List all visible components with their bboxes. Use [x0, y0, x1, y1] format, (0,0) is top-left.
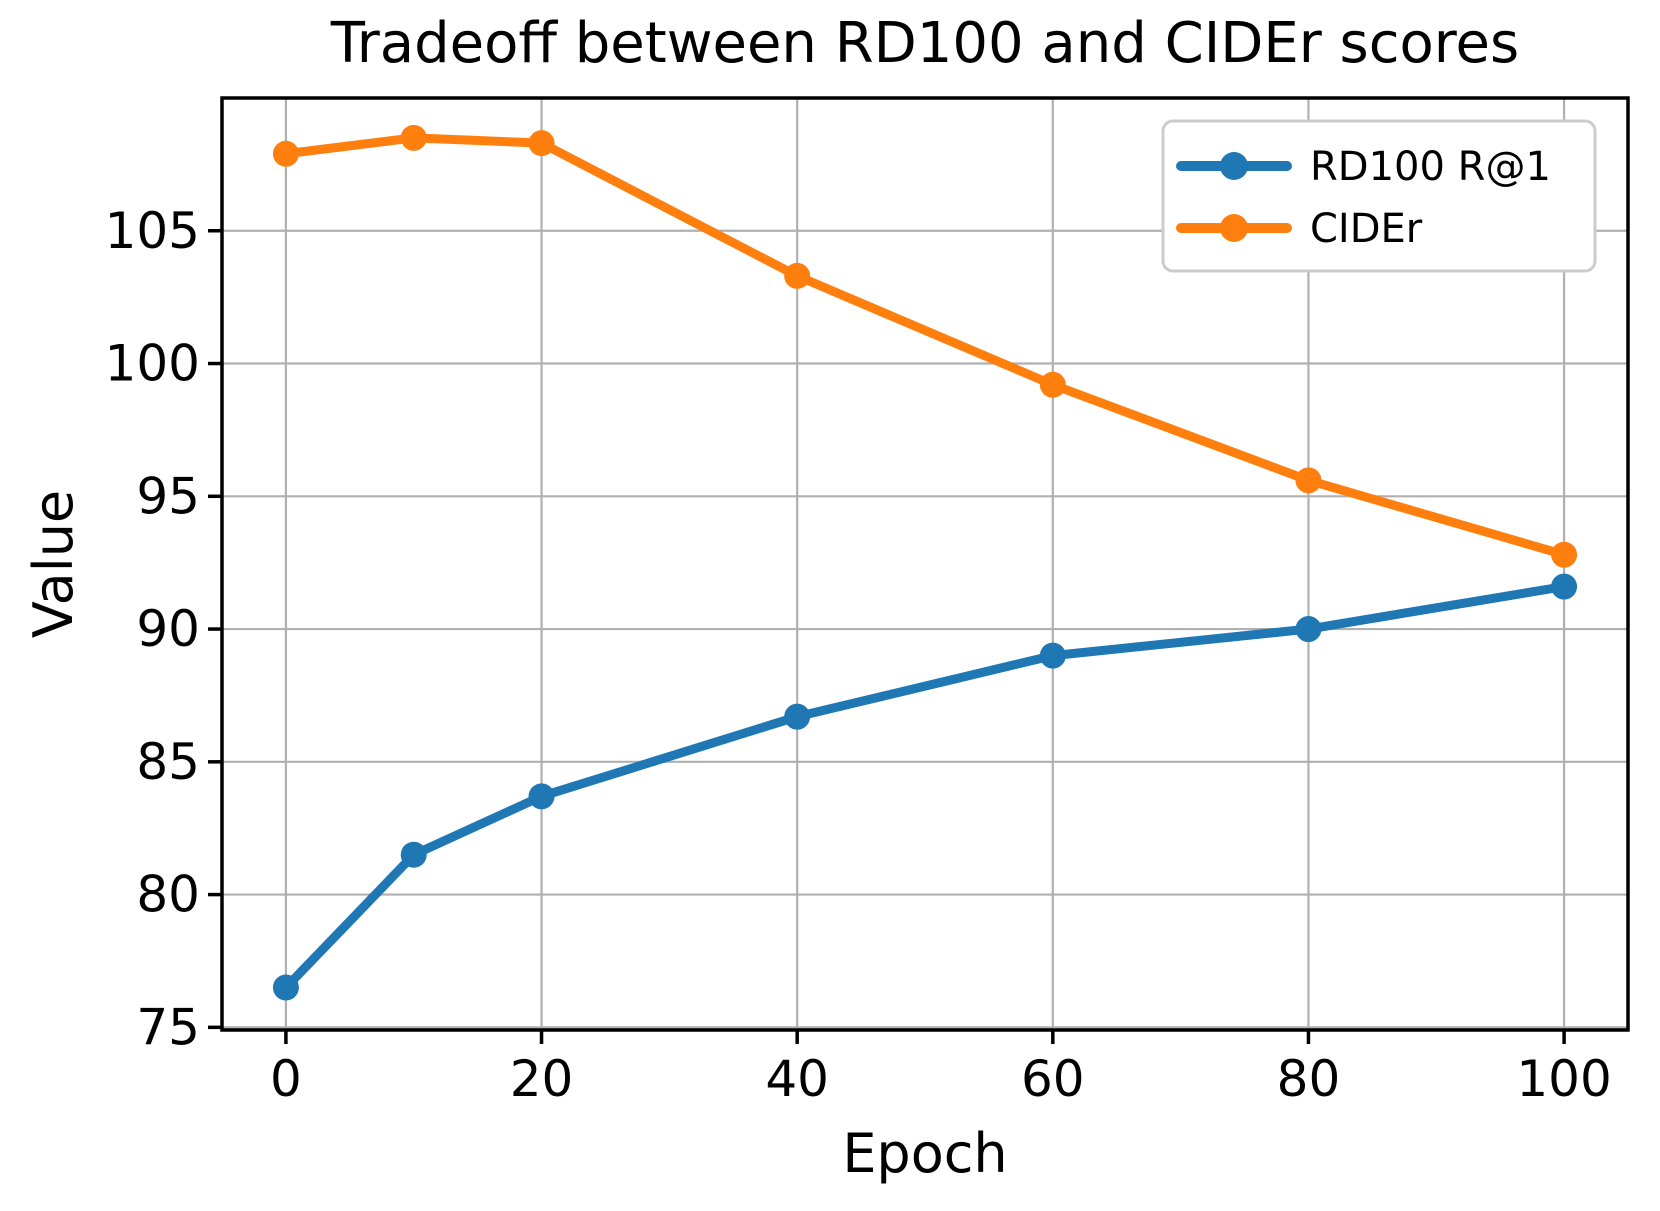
data-point-s0-x100 — [1551, 573, 1578, 600]
data-point-s1-x20 — [528, 130, 555, 157]
y-tick-label-95: 95 — [136, 467, 200, 525]
legend-label-1: CIDEr — [1310, 206, 1423, 252]
y-tick-label-85: 85 — [136, 733, 200, 791]
y-tick-label-80: 80 — [136, 866, 200, 924]
series-line-0 — [281, 582, 1569, 993]
x-tick-label-20: 20 — [510, 1050, 574, 1108]
data-point-s1-x100 — [1551, 541, 1578, 568]
y-axis-label: Value — [22, 490, 85, 638]
legend-label-0: RD100 R@1 — [1310, 144, 1551, 190]
y-tick-label-90: 90 — [136, 600, 200, 658]
y-tick-label-105: 105 — [105, 202, 200, 260]
legend-box — [1161, 119, 1597, 273]
data-point-s1-x40 — [784, 262, 811, 289]
plot-border — [220, 96, 1630, 1032]
x-tick-label-100: 100 — [1516, 1050, 1611, 1108]
x-tick-label-60: 60 — [1021, 1050, 1085, 1108]
data-point-s0-x80 — [1295, 616, 1322, 643]
data-point-s0-x60 — [1039, 642, 1066, 669]
legend-sample-marker-1 — [1220, 214, 1248, 242]
data-point-s1-x60 — [1039, 371, 1066, 398]
x-axis-label: Epoch — [842, 1122, 1007, 1185]
data-point-s1-x0 — [272, 140, 299, 167]
data-point-s0-x40 — [784, 703, 811, 730]
data-point-s0-x20 — [528, 783, 555, 810]
y-tick-label-75: 75 — [136, 998, 200, 1056]
chart-title: Tradeoff between RD100 and CIDEr scores — [330, 11, 1519, 76]
data-point-s1-x80 — [1295, 467, 1322, 494]
legend-sample-marker-0 — [1220, 152, 1248, 180]
x-tick-label-0: 0 — [270, 1050, 302, 1108]
data-point-s0-x0 — [272, 974, 299, 1001]
x-tick-label-80: 80 — [1277, 1050, 1341, 1108]
data-point-s0-x10 — [400, 841, 427, 868]
x-tick-label-40: 40 — [765, 1050, 829, 1108]
y-tick-label-100: 100 — [105, 335, 200, 393]
data-point-s1-x10 — [400, 124, 427, 151]
